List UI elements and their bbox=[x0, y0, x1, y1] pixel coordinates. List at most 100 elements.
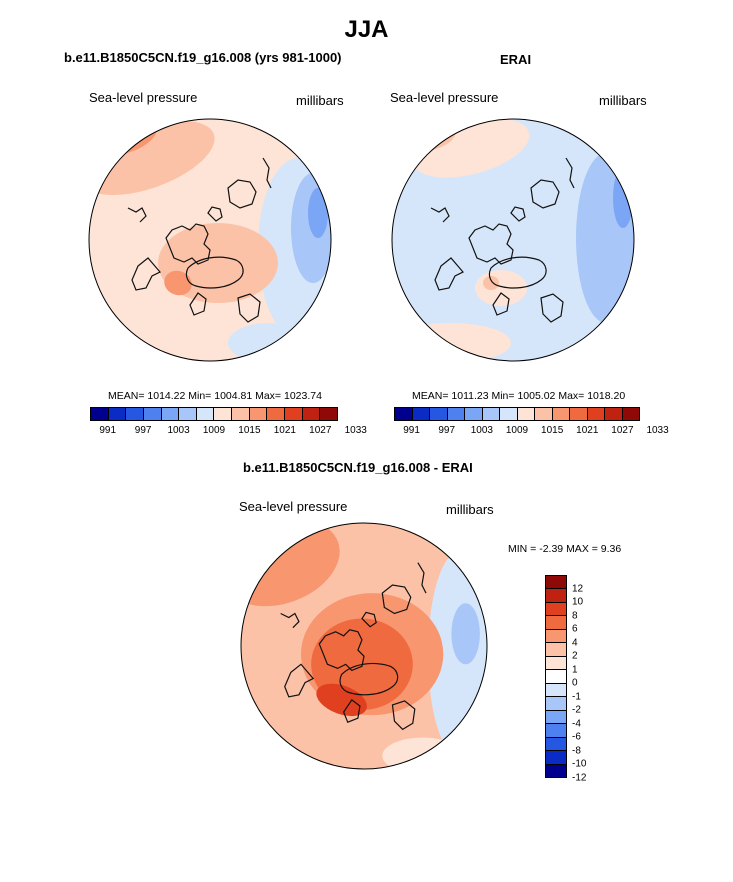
colorbar-swatch bbox=[430, 408, 448, 420]
colorbar-swatch bbox=[179, 408, 197, 420]
colorbar-swatch bbox=[622, 408, 639, 420]
colorbar-tick-label: 2 bbox=[572, 650, 578, 662]
colorbar-swatch bbox=[517, 408, 535, 420]
coastlines bbox=[280, 562, 427, 731]
field-contour bbox=[89, 121, 215, 195]
coastline bbox=[131, 257, 161, 291]
units-label-diff: millibars bbox=[446, 502, 494, 517]
colorbar-tick-label: -4 bbox=[572, 718, 581, 730]
colorbar-tick-label: 1021 bbox=[576, 425, 599, 436]
colorbar-tick-label: 1033 bbox=[344, 425, 367, 436]
colorbar-tick-label: -6 bbox=[572, 731, 581, 743]
colorbar-tick-label: 8 bbox=[572, 610, 578, 622]
colorbar-tick-label: 6 bbox=[572, 623, 578, 635]
colorbar-tick-label: 1003 bbox=[470, 425, 493, 436]
colorbar-tick-label: 1027 bbox=[309, 425, 332, 436]
field-contour bbox=[392, 323, 511, 361]
colorbar-swatch bbox=[546, 616, 566, 630]
coastline bbox=[284, 663, 315, 698]
colorbar-swatch bbox=[126, 408, 144, 420]
colorbar-swatch bbox=[447, 408, 465, 420]
colorbar-swatch bbox=[232, 408, 250, 420]
colorbar-tick-label: 1003 bbox=[167, 425, 190, 436]
colorbar-swatch bbox=[570, 408, 588, 420]
panel-title-model: b.e11.B1850C5CN.f19_g16.008 (yrs 981-100… bbox=[64, 50, 342, 65]
colorbar-swatch bbox=[546, 737, 566, 752]
colorbar-swatch bbox=[546, 710, 566, 725]
colorbar-tick-label: 10 bbox=[572, 596, 584, 608]
colorbar-tick-label: 991 bbox=[403, 425, 420, 436]
map-boundary bbox=[391, 118, 635, 362]
colorbar-swatch bbox=[214, 408, 233, 420]
colorbar-swatch bbox=[196, 408, 215, 420]
colorbar-tick-label: 1021 bbox=[273, 425, 296, 436]
colorbar-tick-label: 0 bbox=[572, 677, 578, 689]
colorbar-swatch bbox=[412, 408, 430, 420]
colorbar-erai bbox=[394, 407, 640, 421]
figure-title: JJA bbox=[344, 16, 389, 43]
coastlines bbox=[430, 157, 575, 323]
colorbar-tick-label: 997 bbox=[134, 425, 152, 436]
colorbar-swatch bbox=[546, 589, 566, 603]
field-contour bbox=[382, 737, 464, 769]
colorbar-tick-label: 1 bbox=[572, 664, 578, 676]
coastline bbox=[417, 562, 427, 594]
colorbar-diff bbox=[545, 575, 567, 778]
map-boundary bbox=[88, 118, 332, 362]
colorbar-swatch bbox=[91, 408, 109, 420]
colorbar-tick-label: -8 bbox=[572, 745, 581, 757]
colorbar-swatch bbox=[395, 408, 413, 420]
colorbar-swatch bbox=[546, 764, 566, 778]
colorbar-swatch bbox=[546, 670, 566, 684]
colorbar-swatch bbox=[267, 408, 286, 420]
colorbar-tick-label: 991 bbox=[99, 425, 117, 436]
colorbar-swatch bbox=[161, 408, 180, 420]
colorbar-swatch bbox=[546, 576, 566, 590]
colorbar-swatch bbox=[108, 408, 127, 420]
panel-title-diff: b.e11.B1850C5CN.f19_g16.008 - ERAI bbox=[243, 460, 473, 475]
field-contour bbox=[164, 270, 192, 296]
coastline bbox=[540, 293, 564, 323]
coastline bbox=[430, 207, 450, 223]
colorbar-swatch bbox=[605, 408, 623, 420]
colorbar-swatch bbox=[552, 408, 570, 420]
stats-diff: MIN = -2.39 MAX = 9.36 bbox=[508, 543, 622, 555]
colorbar-swatch bbox=[546, 751, 566, 765]
coastline bbox=[468, 223, 514, 265]
colorbar-tick-label: -10 bbox=[572, 758, 587, 770]
stats-erai: MEAN= 1011.23 Min= 1005.02 Max= 1018.20 bbox=[412, 390, 626, 402]
field-contour bbox=[483, 276, 499, 290]
colorbar-ticks-diff: 12 10 8 6 4 2 1 0 -1 -2 -4 -6 -8 -10 -12 bbox=[572, 575, 612, 783]
polar-map-erai bbox=[391, 118, 635, 362]
field-contour bbox=[576, 153, 634, 323]
pressure-field bbox=[89, 119, 331, 361]
colorbar-swatch bbox=[302, 408, 321, 420]
colorbar-swatch bbox=[500, 408, 518, 420]
coastline bbox=[381, 584, 412, 615]
colorbar-ticks-erai: 991 997 1003 1009 1015 1021 1027 1033 bbox=[394, 425, 668, 439]
colorbar-tick-label: -1 bbox=[572, 691, 581, 703]
colorbar-tick-label: 12 bbox=[572, 583, 584, 595]
coastline bbox=[207, 206, 223, 222]
colorbar-swatch bbox=[249, 408, 268, 420]
colorbar-swatch bbox=[285, 408, 303, 420]
coastline bbox=[434, 257, 464, 291]
colorbar-swatch bbox=[546, 629, 566, 644]
colorbar-swatch bbox=[546, 643, 566, 657]
colorbar-tick-label: 1033 bbox=[646, 425, 669, 436]
units-label-erai: millibars bbox=[599, 93, 647, 108]
coastline bbox=[127, 207, 147, 223]
colorbar-tick-label: 4 bbox=[572, 637, 578, 649]
coastline bbox=[227, 179, 257, 209]
colorbar-tick-label: 1027 bbox=[611, 425, 634, 436]
colorbar-swatch bbox=[320, 408, 337, 420]
coastline bbox=[280, 612, 300, 629]
field-contour bbox=[451, 603, 480, 665]
colorbar-tick-label: 1009 bbox=[505, 425, 529, 436]
colorbar-swatch bbox=[465, 408, 483, 420]
variable-label-model: Sea-level pressure bbox=[89, 90, 198, 105]
colorbar-tick-label: 1015 bbox=[541, 425, 564, 436]
pressure-field bbox=[241, 523, 487, 769]
colorbar-tick-label: 997 bbox=[438, 425, 456, 436]
field-contour bbox=[316, 683, 367, 717]
